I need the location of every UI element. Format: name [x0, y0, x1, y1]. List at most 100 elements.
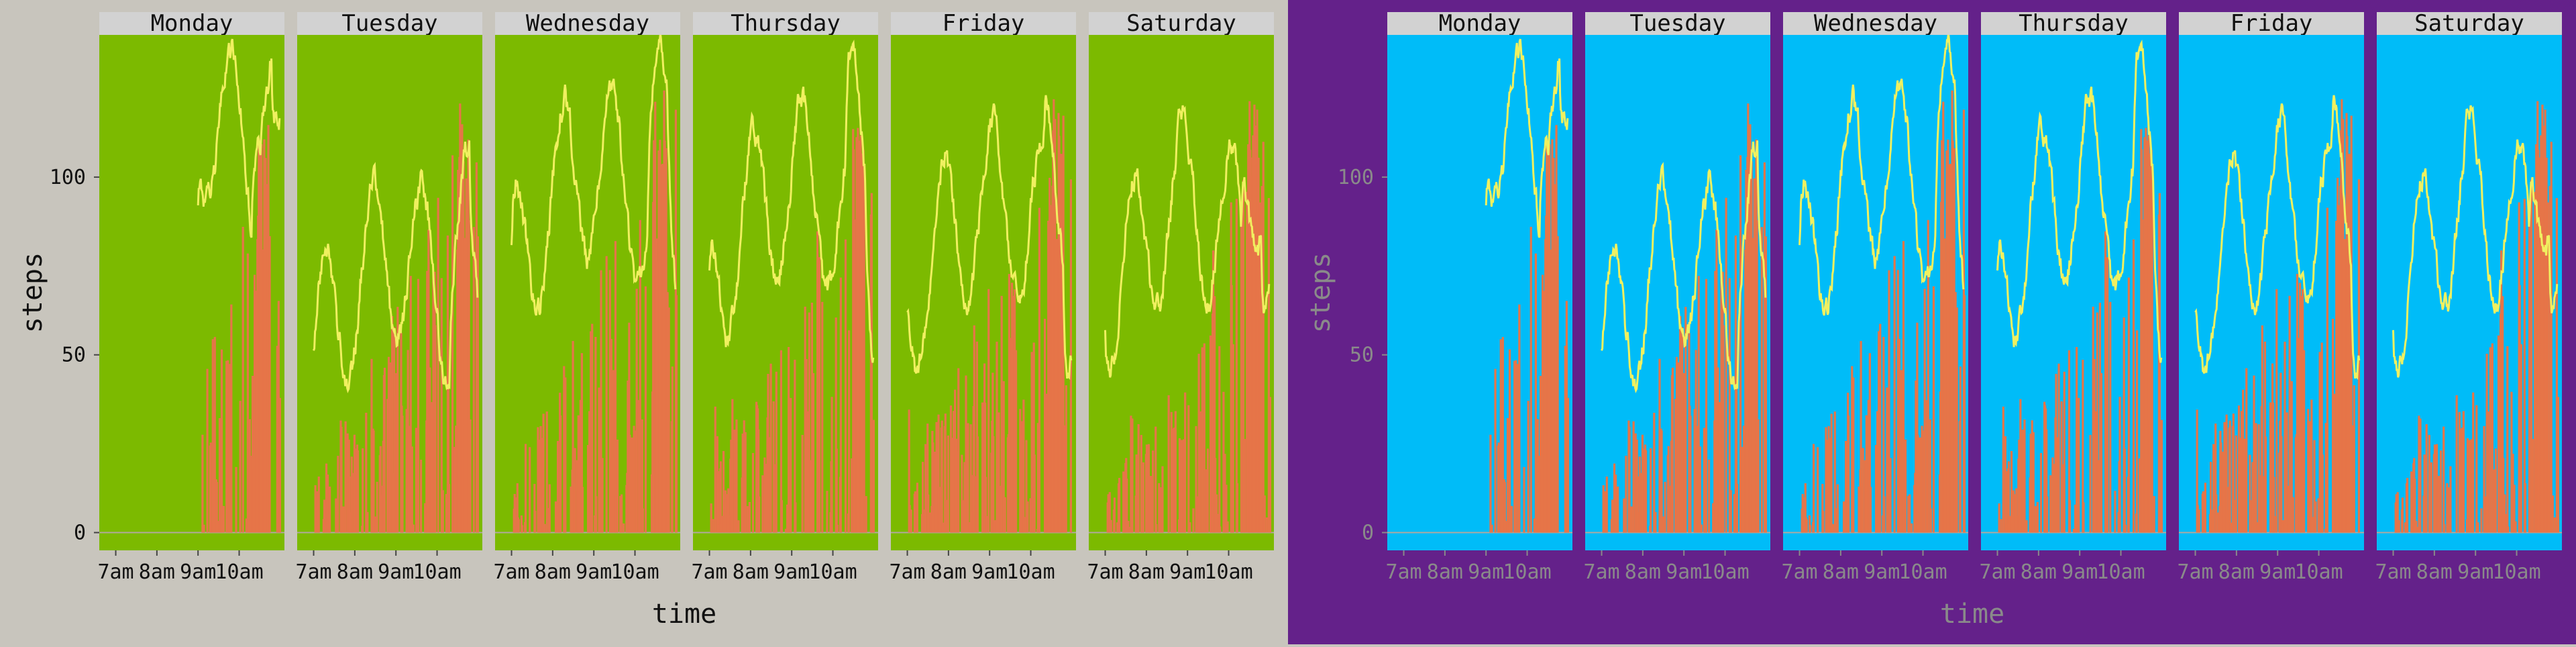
step-bar	[469, 419, 472, 533]
step-bar	[2466, 438, 2469, 533]
step-bar	[1187, 405, 1190, 533]
step-bar	[1847, 415, 1850, 533]
step-bar	[1757, 419, 1760, 533]
step-bar	[1259, 460, 1262, 533]
step-bar	[2475, 405, 2478, 533]
step-bar	[934, 451, 936, 533]
step-bar	[644, 286, 647, 533]
step-bar	[2513, 485, 2516, 533]
step-bar	[908, 409, 910, 533]
step-bar	[743, 420, 745, 533]
step-bar	[1267, 198, 1270, 533]
step-bar	[2520, 344, 2522, 533]
step-bar	[2244, 451, 2247, 533]
step-bar	[2435, 444, 2438, 533]
step-bar	[2063, 371, 2065, 533]
step-bar	[763, 457, 766, 533]
step-bar	[1550, 249, 1552, 533]
step-bar	[1703, 484, 1707, 533]
step-bar	[616, 439, 619, 533]
step-bar	[2249, 454, 2251, 533]
facet-strip-label: Saturday	[2414, 10, 2524, 37]
step-bar	[2449, 466, 2452, 533]
step-bar	[1929, 508, 1932, 533]
step-bar	[748, 501, 751, 533]
step-bar	[1256, 109, 1258, 533]
step-bar	[263, 139, 266, 533]
step-bar	[2220, 442, 2222, 533]
step-bar	[835, 317, 837, 533]
step-bar	[2074, 504, 2077, 533]
step-bar	[2127, 277, 2130, 533]
step-bar	[809, 460, 812, 533]
step-bar	[1650, 448, 1652, 533]
step-bar	[1675, 356, 1678, 533]
step-bar	[957, 368, 960, 533]
step-bar	[1123, 471, 1126, 533]
step-bar	[623, 523, 625, 533]
step-bar	[411, 446, 413, 533]
step-bar	[229, 364, 231, 533]
step-bar	[1644, 450, 1648, 533]
step-bar	[976, 436, 979, 533]
step-bar	[1833, 411, 1836, 533]
step-bar	[923, 509, 926, 533]
step-bar	[1917, 434, 1919, 533]
step-bar	[830, 397, 833, 533]
step-bar	[1756, 220, 1758, 533]
step-bar	[2139, 458, 2141, 533]
step-bar	[2288, 295, 2291, 533]
x-tick-label: 8am	[930, 560, 967, 584]
step-bar	[2502, 458, 2505, 533]
step-bar	[542, 413, 545, 533]
step-bar	[2241, 411, 2243, 533]
step-bar	[440, 278, 443, 533]
step-bar	[780, 500, 784, 533]
step-bar	[325, 463, 328, 533]
step-bar	[1886, 387, 1888, 533]
x-tick-label: 10am	[1503, 560, 1551, 584]
step-bar	[757, 429, 760, 533]
x-tick-label: 10am	[1898, 560, 1947, 584]
step-bar	[981, 402, 984, 533]
step-bar	[2547, 460, 2550, 533]
step-bar	[564, 377, 567, 533]
step-bar	[1019, 409, 1022, 533]
y-tick-label: 50	[1350, 344, 1374, 367]
step-bar	[1693, 409, 1696, 533]
step-bar	[1852, 377, 1855, 533]
step-bar	[1127, 521, 1130, 533]
step-bar	[1700, 524, 1703, 533]
facet-strip	[891, 12, 1076, 35]
step-bar	[2019, 399, 2022, 533]
step-bar	[1161, 466, 1164, 533]
step-bar	[445, 494, 447, 533]
step-bar	[2494, 448, 2498, 533]
x-axis-label: time	[1940, 599, 2004, 630]
y-axis-label: steps	[17, 252, 48, 333]
step-bar	[1110, 519, 1112, 533]
step-bar	[641, 419, 643, 533]
step-bar	[826, 491, 828, 533]
step-bar	[1201, 347, 1203, 533]
step-bar	[246, 253, 249, 533]
step-bar	[1921, 426, 1923, 533]
step-bar	[2428, 435, 2430, 533]
step-bar	[1174, 411, 1177, 533]
step-bar	[1178, 438, 1181, 533]
step-bar	[316, 491, 319, 533]
step-bar	[2055, 374, 2057, 533]
rolling-mean-line	[1996, 39, 2163, 363]
step-bar	[621, 494, 623, 533]
step-bar	[2136, 330, 2139, 533]
step-bar	[387, 356, 390, 533]
step-bar	[2287, 485, 2290, 533]
step-bar	[937, 414, 940, 533]
step-bar	[1889, 458, 1892, 533]
step-bar	[1494, 368, 1497, 533]
step-bar	[716, 471, 719, 533]
step-bar	[2198, 509, 2200, 533]
